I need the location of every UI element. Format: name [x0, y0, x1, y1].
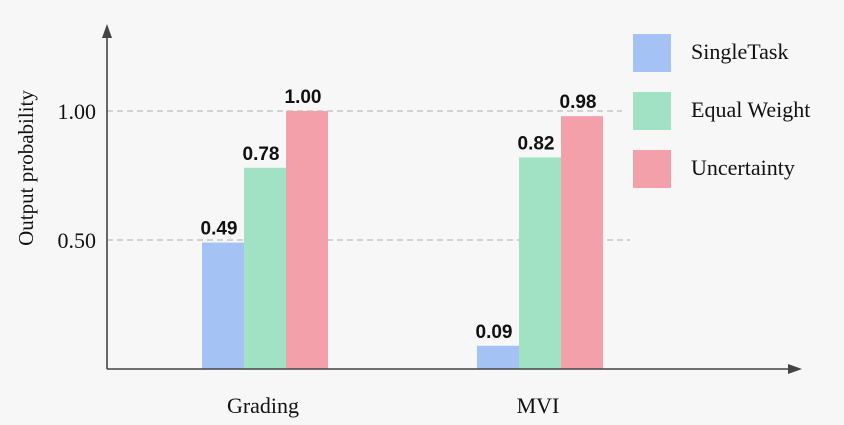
bars [202, 111, 603, 369]
bar [477, 345, 519, 369]
axes [102, 24, 802, 374]
bar [561, 116, 603, 369]
x-axis-arrow-icon [788, 364, 802, 374]
data-label: 0.09 [476, 322, 513, 343]
bar [244, 167, 286, 369]
data-labels: 0.49 0.78 1.00 0.09 0.820.98 [201, 87, 597, 343]
data-label: 0.98 [560, 92, 597, 113]
y-axis-label: Output probability [14, 90, 38, 246]
legend-swatch [633, 150, 671, 188]
category-labels: Grading MVI [227, 393, 559, 418]
y-ticks: 0.50 1.00 [58, 99, 97, 253]
data-label: 0.82 [518, 133, 555, 154]
legend-label: SingleTask [691, 39, 788, 64]
legend-swatch [633, 92, 671, 130]
legend: SingleTask Equal Weight Uncertainty [633, 34, 810, 188]
legend-label: Uncertainty [691, 155, 795, 180]
bar [202, 242, 244, 369]
legend-label: Equal Weight [691, 97, 810, 122]
y-tick-label: 0.50 [58, 228, 97, 253]
y-tick-label: 1.00 [58, 99, 97, 124]
legend-swatch [633, 34, 671, 72]
y-axis-arrow-icon [102, 24, 112, 38]
bar [286, 111, 328, 369]
bar [519, 157, 561, 369]
data-label: 0.78 [243, 144, 280, 165]
data-label: 0.49 [201, 219, 238, 240]
x-category-label: Grading [227, 393, 299, 418]
data-label: 1.00 [285, 87, 322, 108]
x-category-label: MVI [517, 393, 560, 418]
